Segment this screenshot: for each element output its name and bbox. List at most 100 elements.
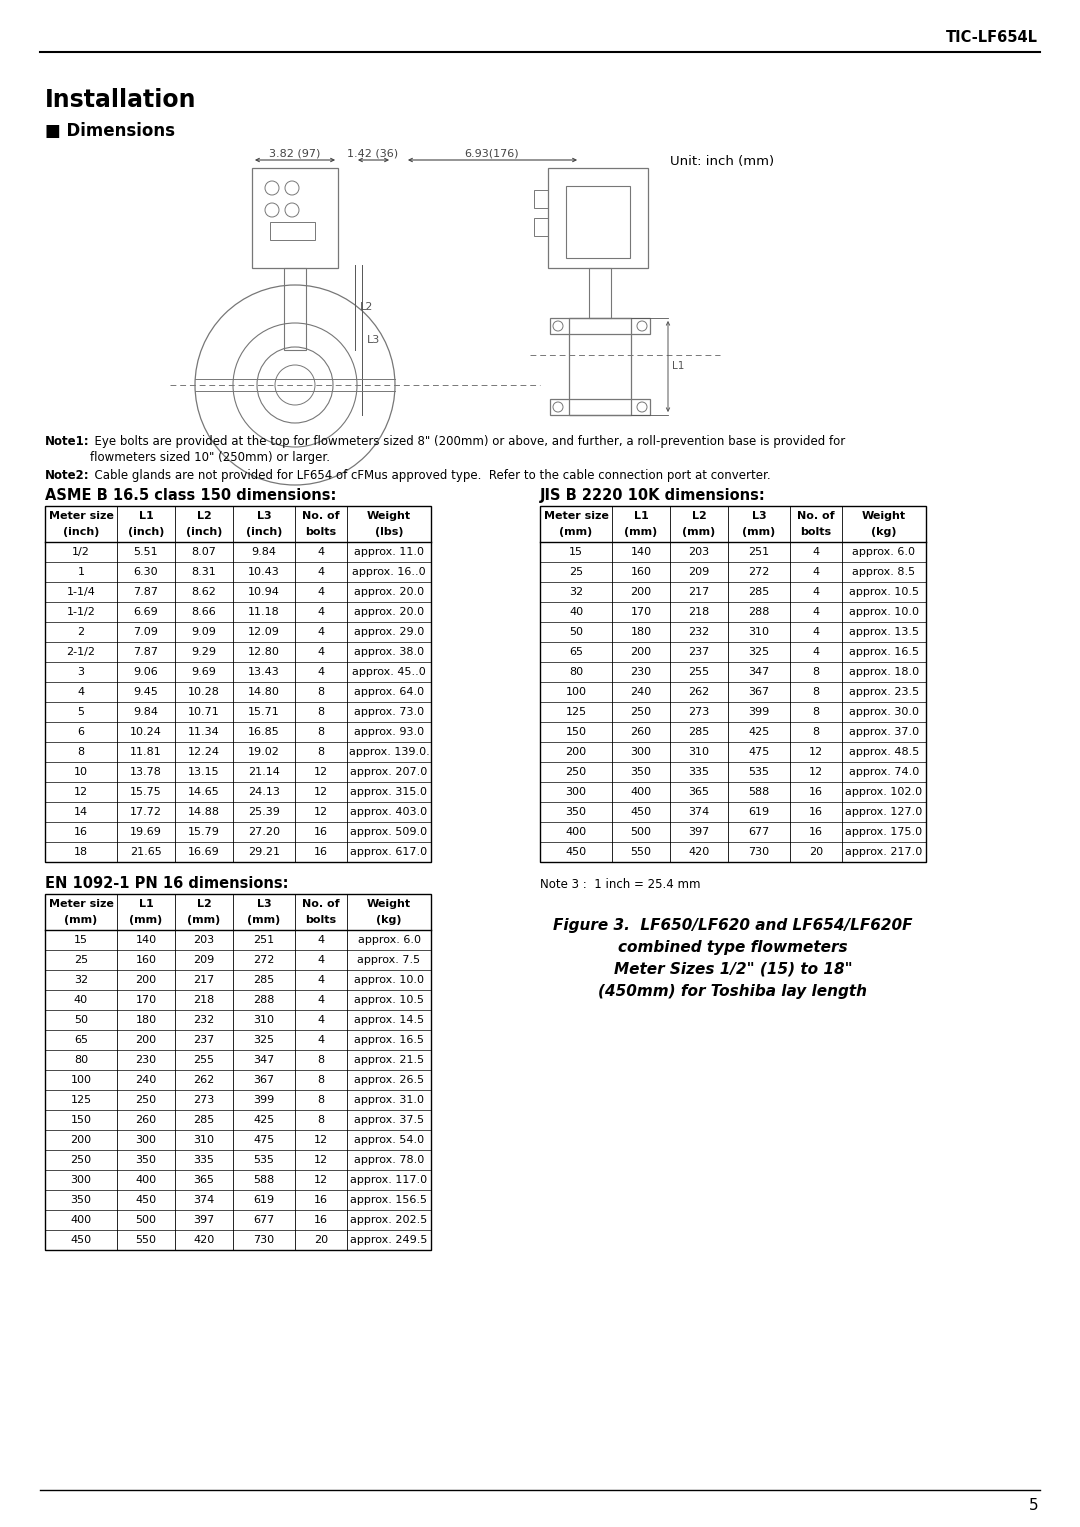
Text: 32: 32 xyxy=(569,586,583,597)
Text: 273: 273 xyxy=(193,1095,215,1106)
Text: 4: 4 xyxy=(318,586,325,597)
Text: 367: 367 xyxy=(748,687,770,696)
Text: 200: 200 xyxy=(631,586,651,597)
Bar xyxy=(45,505,431,863)
Text: 2-1/2: 2-1/2 xyxy=(67,647,95,657)
Text: (mm): (mm) xyxy=(65,915,97,925)
Text: 8: 8 xyxy=(318,1095,325,1106)
Text: 15.71: 15.71 xyxy=(248,707,280,718)
Text: 9.84: 9.84 xyxy=(134,707,159,718)
Bar xyxy=(45,893,431,1251)
Text: 200: 200 xyxy=(566,747,586,757)
Text: 273: 273 xyxy=(688,707,710,718)
Text: 125: 125 xyxy=(70,1095,92,1106)
Text: (450mm) for Toshiba lay length: (450mm) for Toshiba lay length xyxy=(598,983,867,999)
Text: 4: 4 xyxy=(812,647,820,657)
Text: approx. 37.0: approx. 37.0 xyxy=(849,727,919,738)
Text: 12: 12 xyxy=(73,786,89,797)
Text: 12: 12 xyxy=(314,1154,328,1165)
Text: 420: 420 xyxy=(193,1235,215,1245)
Text: 400: 400 xyxy=(566,828,586,837)
Text: 350: 350 xyxy=(135,1154,157,1165)
Text: 13.15: 13.15 xyxy=(188,767,220,777)
Text: ■ Dimensions: ■ Dimensions xyxy=(45,122,175,140)
Text: 285: 285 xyxy=(254,976,274,985)
Text: 374: 374 xyxy=(688,806,710,817)
Text: 251: 251 xyxy=(254,935,274,945)
Text: JIS B 2220 10K dimensions:: JIS B 2220 10K dimensions: xyxy=(540,489,766,502)
Text: 14.80: 14.80 xyxy=(248,687,280,696)
Text: 365: 365 xyxy=(193,1174,215,1185)
Text: 150: 150 xyxy=(70,1115,92,1125)
Text: 475: 475 xyxy=(254,1135,274,1145)
Bar xyxy=(252,168,338,269)
Text: 9.45: 9.45 xyxy=(134,687,159,696)
Text: 21.14: 21.14 xyxy=(248,767,280,777)
Text: 9.84: 9.84 xyxy=(252,547,276,557)
Text: 5: 5 xyxy=(1028,1498,1038,1513)
Text: approx. 37.5: approx. 37.5 xyxy=(354,1115,424,1125)
Text: 4: 4 xyxy=(318,954,325,965)
Text: TIC-LF654L: TIC-LF654L xyxy=(946,31,1038,46)
Text: 500: 500 xyxy=(631,828,651,837)
Text: L3: L3 xyxy=(257,899,271,909)
Text: L1: L1 xyxy=(138,899,153,909)
Text: 397: 397 xyxy=(688,828,710,837)
Text: 4: 4 xyxy=(318,976,325,985)
Text: No. of: No. of xyxy=(797,512,835,521)
Text: 8: 8 xyxy=(318,687,325,696)
Text: 367: 367 xyxy=(254,1075,274,1086)
Text: L3: L3 xyxy=(367,334,380,345)
Text: 8.66: 8.66 xyxy=(191,608,216,617)
Text: 8.07: 8.07 xyxy=(191,547,216,557)
Text: 160: 160 xyxy=(631,567,651,577)
Text: approx. 16..0: approx. 16..0 xyxy=(352,567,426,577)
Text: 335: 335 xyxy=(193,1154,215,1165)
Text: 12: 12 xyxy=(314,767,328,777)
Text: bolts: bolts xyxy=(306,915,337,925)
Text: approx. 6.0: approx. 6.0 xyxy=(357,935,420,945)
Text: approx. 7.5: approx. 7.5 xyxy=(357,954,420,965)
Text: (mm): (mm) xyxy=(742,527,775,538)
Text: 240: 240 xyxy=(135,1075,157,1086)
Text: 4: 4 xyxy=(318,667,325,676)
Text: 8: 8 xyxy=(812,687,820,696)
Text: 4: 4 xyxy=(318,996,325,1005)
Text: 13.43: 13.43 xyxy=(248,667,280,676)
Text: 10.24: 10.24 xyxy=(130,727,162,738)
Text: 16: 16 xyxy=(314,1196,328,1205)
Text: 80: 80 xyxy=(569,667,583,676)
Text: 240: 240 xyxy=(631,687,651,696)
Text: 100: 100 xyxy=(566,687,586,696)
Text: 450: 450 xyxy=(135,1196,157,1205)
Text: 399: 399 xyxy=(748,707,770,718)
Text: 19.02: 19.02 xyxy=(248,747,280,757)
Text: 285: 285 xyxy=(748,586,770,597)
Bar xyxy=(540,505,926,863)
Text: 588: 588 xyxy=(748,786,770,797)
Text: 4: 4 xyxy=(78,687,84,696)
Text: 730: 730 xyxy=(254,1235,274,1245)
Text: 16: 16 xyxy=(75,828,87,837)
Text: approx. 617.0: approx. 617.0 xyxy=(350,847,428,857)
Text: 8: 8 xyxy=(318,1055,325,1064)
Text: 10.43: 10.43 xyxy=(248,567,280,577)
Text: (mm): (mm) xyxy=(130,915,163,925)
Text: 7.09: 7.09 xyxy=(134,628,159,637)
Text: Note 3 :  1 inch = 25.4 mm: Note 3 : 1 inch = 25.4 mm xyxy=(540,878,701,890)
Text: 11.34: 11.34 xyxy=(188,727,220,738)
Text: approx. 102.0: approx. 102.0 xyxy=(846,786,922,797)
Text: (mm): (mm) xyxy=(187,915,220,925)
Text: 250: 250 xyxy=(566,767,586,777)
Text: 230: 230 xyxy=(135,1055,157,1064)
Text: 170: 170 xyxy=(135,996,157,1005)
Text: 4: 4 xyxy=(318,547,325,557)
Text: approx. 93.0: approx. 93.0 xyxy=(354,727,424,738)
Text: 5.51: 5.51 xyxy=(134,547,159,557)
Text: 400: 400 xyxy=(135,1174,157,1185)
Text: 100: 100 xyxy=(70,1075,92,1086)
Text: 350: 350 xyxy=(631,767,651,777)
Text: 4: 4 xyxy=(318,1015,325,1025)
Text: (mm): (mm) xyxy=(624,527,658,538)
Text: 200: 200 xyxy=(631,647,651,657)
